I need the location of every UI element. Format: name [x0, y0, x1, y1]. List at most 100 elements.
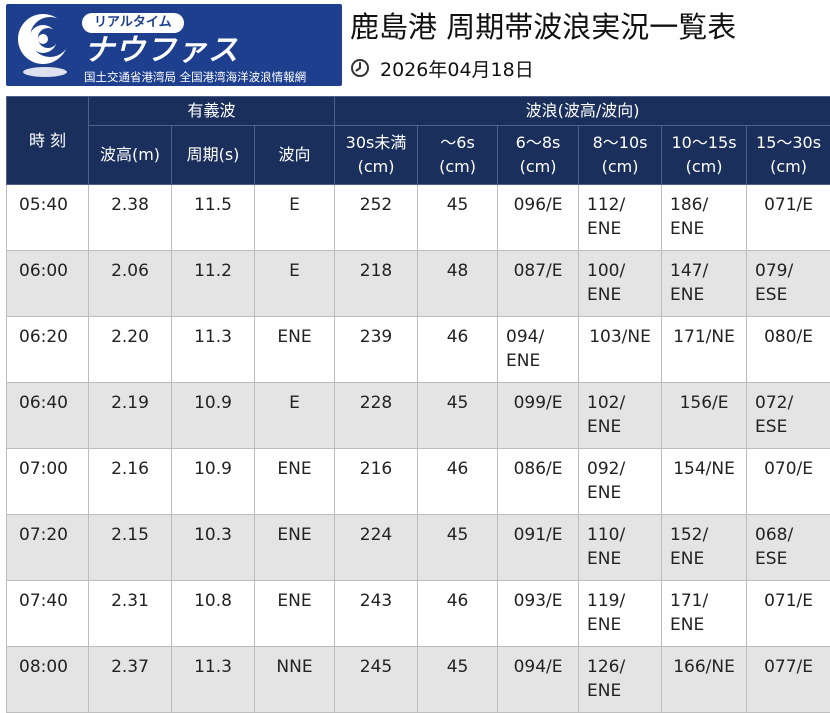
table-cell-b30: 228 [335, 383, 418, 449]
table-cell-b30s: 072/ESE [747, 383, 830, 449]
table-cell-time: 06:20 [7, 317, 89, 383]
nowphas-emblem-icon [12, 8, 78, 82]
clock-icon [350, 58, 370, 78]
table-cell-h: 2.19 [89, 383, 172, 449]
date-row: 2026年04月18日 [350, 55, 534, 81]
table-cell-p: 10.9 [172, 383, 255, 449]
table-cell-b10: 126/ENE [579, 647, 662, 713]
table-cell-p: 11.3 [172, 317, 255, 383]
table-cell-b30s: 071/E [747, 581, 830, 647]
table-cell-d: E [255, 185, 335, 251]
table-cell-time: 07:20 [7, 515, 89, 581]
significant-subheader: 周期(s) [172, 126, 255, 185]
table-cell-time: 06:00 [7, 251, 89, 317]
table-cell-b15: 154/NE [662, 449, 747, 515]
table-cell-b8: 099/E [498, 383, 579, 449]
significant-wave-header: 有義波 [89, 97, 335, 126]
table-cell-b6: 48 [418, 251, 498, 317]
table-cell-b8: 093/E [498, 581, 579, 647]
table-cell-b8: 096/E [498, 185, 579, 251]
table-cell-b15: 186/ENE [662, 185, 747, 251]
table-cell-b8: 091/E [498, 515, 579, 581]
table-cell-b6: 45 [418, 383, 498, 449]
table-cell-d: E [255, 383, 335, 449]
table-cell-h: 2.06 [89, 251, 172, 317]
table-cell-p: 10.9 [172, 449, 255, 515]
page-title: 鹿島港 周期帯波浪実況一覧表 [350, 4, 736, 46]
table-cell-b30: 239 [335, 317, 418, 383]
table-cell-b15: 147/ENE [662, 251, 747, 317]
table-cell-b30s: 071/E [747, 185, 830, 251]
table-cell-b15: 171/ENE [662, 581, 747, 647]
table-cell-b10: 112/ENE [579, 185, 662, 251]
table-cell-h: 2.31 [89, 581, 172, 647]
page-header: リアルタイム ナウファス 国土交通省港湾局 全国港湾海洋波浪情報網 鹿島港 周期… [0, 0, 830, 94]
table-cell-b30s: 080/E [747, 317, 830, 383]
table-cell-b30s: 079/ESE [747, 251, 830, 317]
table-cell-p: 11.5 [172, 185, 255, 251]
table-cell-b10: 110/ENE [579, 515, 662, 581]
table-cell-b6: 46 [418, 317, 498, 383]
table-cell-time: 07:40 [7, 581, 89, 647]
logo-name: ナウファス [84, 34, 239, 68]
band-subheader: 30s未満(cm) [335, 126, 418, 185]
table-cell-b8: 086/E [498, 449, 579, 515]
table-cell-p: 11.3 [172, 647, 255, 713]
band-subheader: 15〜30s(cm) [747, 126, 830, 185]
table-cell-b6: 45 [418, 647, 498, 713]
table-cell-b30: 252 [335, 185, 418, 251]
table-cell-b6: 45 [418, 515, 498, 581]
table-cell-b6: 46 [418, 449, 498, 515]
table-cell-b6: 46 [418, 581, 498, 647]
table-cell-d: ENE [255, 317, 335, 383]
logo-subtitle: 国土交通省港湾局 全国港湾海洋波浪情報網 [84, 70, 306, 84]
date-text: 2026年04月18日 [380, 55, 534, 82]
table-cell-b30: 224 [335, 515, 418, 581]
table-cell-b10: 102/ENE [579, 383, 662, 449]
nowphas-logo[interactable]: リアルタイム ナウファス 国土交通省港湾局 全国港湾海洋波浪情報網 [6, 4, 342, 86]
table-cell-d: NNE [255, 647, 335, 713]
table-cell-b15: 171/NE [662, 317, 747, 383]
table-cell-b8: 094/E [498, 647, 579, 713]
table-cell-b15: 166/NE [662, 647, 747, 713]
table-cell-d: ENE [255, 581, 335, 647]
significant-subheader: 波高(m) [89, 126, 172, 185]
table-cell-d: ENE [255, 449, 335, 515]
logo-badge: リアルタイム [82, 13, 184, 33]
significant-subheader: 波向 [255, 126, 335, 185]
table-cell-b6: 45 [418, 185, 498, 251]
table-cell-h: 2.37 [89, 647, 172, 713]
table-cell-h: 2.20 [89, 317, 172, 383]
band-subheader: 〜6s(cm) [418, 126, 498, 185]
band-subheader: 6〜8s(cm) [498, 126, 579, 185]
table-cell-d: E [255, 251, 335, 317]
spectrum-header: 波浪(波高/波向) [335, 97, 830, 126]
table-cell-p: 10.3 [172, 515, 255, 581]
table-cell-b30: 243 [335, 581, 418, 647]
table-cell-h: 2.38 [89, 185, 172, 251]
table-cell-b10: 103/NE [579, 317, 662, 383]
band-subheader: 10〜15s(cm) [662, 126, 747, 185]
table-cell-b10: 119/ENE [579, 581, 662, 647]
table-cell-time: 05:40 [7, 185, 89, 251]
table-cell-time: 06:40 [7, 383, 89, 449]
table-cell-p: 11.2 [172, 251, 255, 317]
table-cell-b30: 218 [335, 251, 418, 317]
table-cell-b30s: 068/ESE [747, 515, 830, 581]
table-cell-b30s: 077/E [747, 647, 830, 713]
table-cell-b30: 245 [335, 647, 418, 713]
table-cell-d: ENE [255, 515, 335, 581]
table-cell-b8: 094/ENE [498, 317, 579, 383]
table-cell-time: 08:00 [7, 647, 89, 713]
table-cell-b15: 156/E [662, 383, 747, 449]
table-cell-b8: 087/E [498, 251, 579, 317]
table-cell-b30: 216 [335, 449, 418, 515]
